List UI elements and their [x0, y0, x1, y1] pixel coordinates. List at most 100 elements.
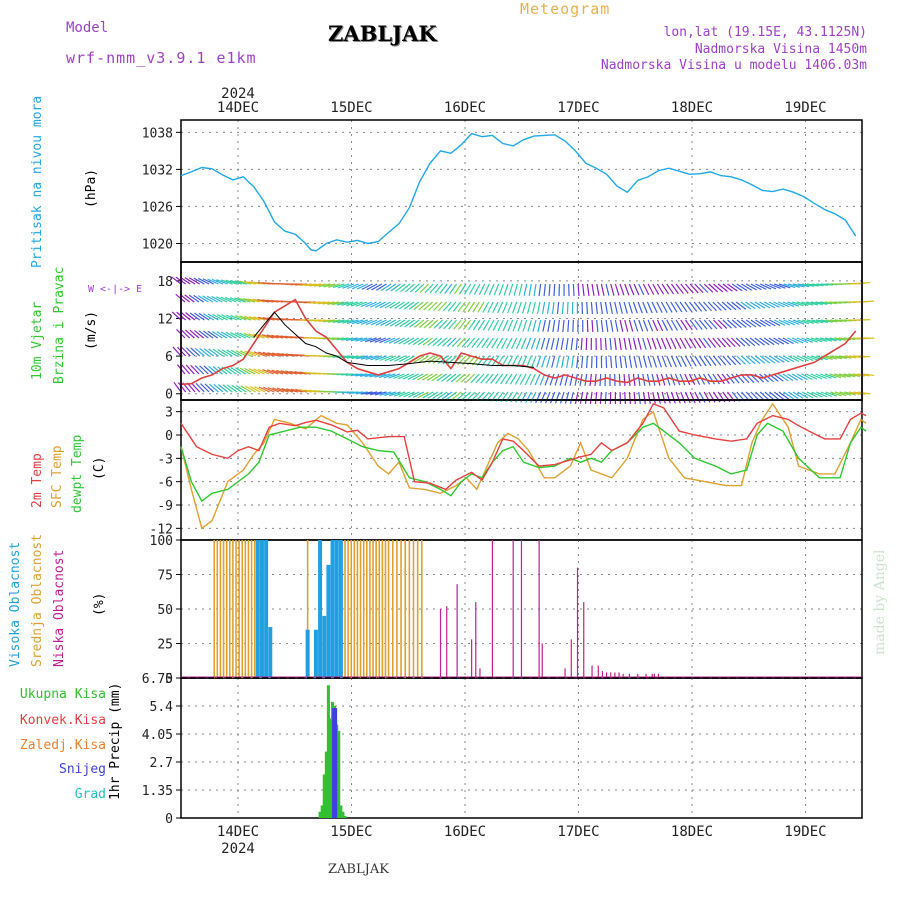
wind-barb — [759, 301, 771, 309]
wind-barb — [355, 373, 368, 377]
wind-barb — [717, 337, 726, 348]
wind-barb — [360, 301, 373, 308]
wind-barb — [665, 301, 673, 313]
wind-barb — [763, 373, 774, 383]
y-tick-label: 75 — [157, 569, 173, 584]
wind-barb — [717, 319, 728, 329]
wind-barb — [820, 391, 833, 398]
wind-barb — [722, 283, 733, 292]
wind-barb — [586, 301, 589, 315]
wind-barb — [661, 391, 666, 404]
wind-gust-line — [253, 311, 534, 368]
wind-barb — [591, 319, 594, 333]
wind-title-line2: Brzina i Pravac — [52, 266, 67, 384]
wind-barb — [590, 301, 594, 315]
precip-bar — [328, 718, 332, 818]
wind-barb — [477, 319, 486, 331]
wind-barb — [651, 373, 656, 386]
wind-barb — [769, 319, 781, 327]
wind-barb — [574, 391, 579, 404]
wind-barb — [253, 351, 266, 357]
wind-barb — [788, 319, 800, 325]
wind-barb — [249, 350, 261, 357]
wind-barb — [379, 301, 391, 309]
precip-bar — [334, 708, 338, 818]
wind-barb — [235, 385, 247, 393]
wind-barb — [783, 391, 794, 400]
wind-barb — [806, 337, 818, 343]
wind-barb — [702, 337, 712, 349]
wind-barb — [642, 337, 647, 350]
wind-barb — [452, 301, 462, 312]
wind-barb — [777, 301, 790, 308]
wind-barb — [520, 337, 527, 350]
precip-bar — [339, 805, 343, 818]
wind-barb — [619, 319, 624, 332]
wind-barb — [731, 319, 742, 329]
wind-barb — [327, 337, 340, 340]
wind-barb — [679, 373, 686, 386]
wind-barb — [235, 367, 247, 375]
wind-barb — [815, 373, 827, 380]
wind-barb — [461, 337, 471, 348]
wind-barb — [441, 391, 453, 400]
wind-barb — [703, 283, 714, 293]
location-title: ZABLJAK — [328, 21, 437, 46]
x-tick-label-bottom: 16DEC — [444, 824, 486, 840]
wind-barb — [384, 301, 396, 309]
wind-barb — [398, 391, 411, 398]
wind-barb — [642, 391, 646, 404]
wind-barb — [229, 297, 242, 303]
wind-barb — [754, 373, 765, 383]
x-tick-label-bottom: 17DEC — [557, 824, 599, 840]
wind-barb — [199, 347, 210, 357]
wind-barb — [369, 337, 382, 343]
temp-unit: (C) — [92, 456, 107, 480]
wind-barb — [848, 391, 861, 396]
credit-watermark: made by Angel — [872, 549, 888, 656]
wind-barb — [792, 283, 805, 288]
wind-barb — [656, 391, 661, 404]
wind-barb — [689, 355, 697, 367]
wind-barb — [374, 337, 387, 343]
wind-barb — [262, 351, 275, 357]
wind-barb — [403, 301, 415, 310]
wind-barb — [656, 337, 662, 350]
wind-barb — [759, 391, 770, 401]
wind-barb — [185, 347, 196, 357]
wind-barb — [675, 355, 682, 368]
wind-barb — [788, 283, 800, 288]
wind-barb — [487, 301, 494, 313]
wind-barb — [773, 391, 785, 400]
wind-barb — [198, 330, 209, 339]
wind-barb — [390, 283, 401, 292]
wind-barb — [717, 301, 727, 311]
wind-barb — [447, 301, 457, 312]
wind-barb — [549, 373, 555, 386]
wind-barb — [491, 337, 499, 349]
wind-barb — [647, 355, 653, 368]
wind-barb — [384, 391, 397, 397]
wind-barb — [267, 387, 280, 393]
y-tick-label: -3 — [157, 452, 173, 467]
wind-barb — [239, 315, 252, 321]
wind-barb — [398, 355, 411, 363]
temp2m-line — [180, 403, 867, 491]
wind-barb — [230, 332, 242, 339]
wind-barb — [666, 355, 672, 368]
wind-barb — [524, 373, 532, 385]
wind-barb — [388, 373, 401, 379]
wind-barb — [280, 370, 293, 375]
wind-barb — [652, 283, 660, 295]
wind-barb — [527, 319, 532, 332]
wind-barb — [413, 301, 424, 311]
wind-barb — [199, 365, 209, 375]
wind-barb — [374, 301, 387, 308]
wind-barb — [500, 373, 508, 385]
wind-barb — [628, 319, 634, 332]
wind-barb — [782, 337, 794, 345]
wind-barb — [432, 337, 443, 347]
wind-barb — [703, 355, 712, 367]
x-tick-label-bottom: 19DEC — [784, 824, 826, 840]
wind-barb — [638, 355, 643, 368]
